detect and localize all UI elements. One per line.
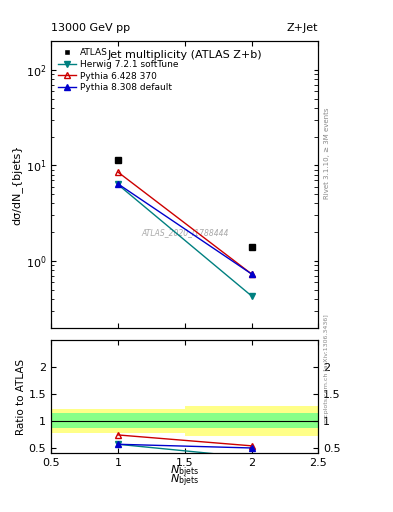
Text: mcplots.cern.ch [arXiv:1306.3436]: mcplots.cern.ch [arXiv:1306.3436] bbox=[324, 314, 329, 423]
Text: $N_\mathregular{bjets}$: $N_\mathregular{bjets}$ bbox=[170, 463, 199, 480]
Legend: ATLAS, Herwig 7.2.1 softTune, Pythia 6.428 370, Pythia 8.308 default: ATLAS, Herwig 7.2.1 softTune, Pythia 6.4… bbox=[55, 46, 181, 95]
Text: Rivet 3.1.10, ≥ 3M events: Rivet 3.1.10, ≥ 3M events bbox=[324, 108, 330, 199]
Text: ATLAS_2020_I1788444: ATLAS_2020_I1788444 bbox=[141, 228, 228, 238]
Text: 13000 GeV pp: 13000 GeV pp bbox=[51, 23, 130, 33]
Y-axis label: dσ/dN_{bjets}: dσ/dN_{bjets} bbox=[12, 144, 23, 224]
X-axis label: $N_\mathrm{bjets}$: $N_\mathrm{bjets}$ bbox=[170, 472, 199, 488]
Text: Z+Jet: Z+Jet bbox=[287, 23, 318, 33]
Y-axis label: Ratio to ATLAS: Ratio to ATLAS bbox=[16, 359, 26, 435]
Text: Jet multiplicity (ATLAS Z+b): Jet multiplicity (ATLAS Z+b) bbox=[107, 50, 262, 59]
